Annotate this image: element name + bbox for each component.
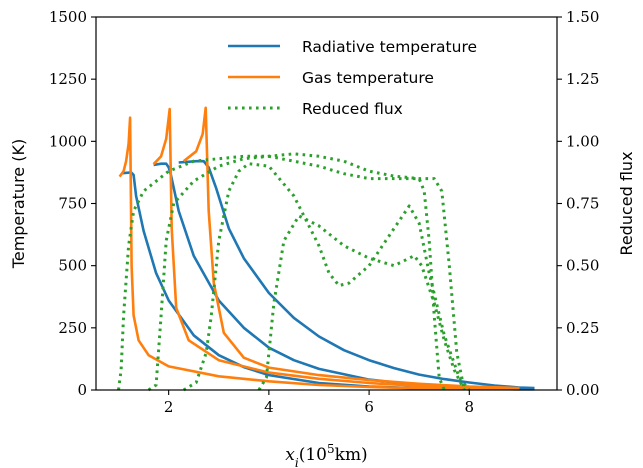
x-tick-label: 8 [465,398,475,416]
x-axis-label-var: x [285,445,295,465]
x-tick-label: 2 [164,398,174,416]
x-tick-label: 6 [364,398,374,416]
x-axis-label-rest: (10 [299,445,327,465]
y-tick-label: 500 [58,257,87,275]
x-axis-label-sup: 5 [327,442,335,456]
y2-tick-label: 0.50 [566,257,599,275]
y-tick-label: 1000 [49,132,87,150]
x-tick-label: 4 [264,398,274,416]
series-1-line-1 [152,107,520,391]
x-axis-label-unit: km) [335,445,368,465]
y-axis-label: Temperature (K) [9,139,28,269]
x-axis-label: xi(105km) [285,442,367,468]
series-2-line-1 [147,152,466,392]
plot-lines [117,106,535,392]
x-axis-label-sub: i [295,456,299,468]
series-0-line-0 [121,171,535,391]
series-2-line-2 [182,162,471,392]
y2-axis-ticks: 0.00 0.25 0.50 0.75 1.00 1.25 1.50 [557,8,599,399]
y-tick-label: 750 [58,195,87,213]
series-2-line-0 [117,154,446,391]
x-axis-ticks: 2 4 6 8 [164,390,474,416]
y2-tick-label: 0.75 [566,195,599,213]
legend-label-0: Radiative temperature [302,38,477,56]
y2-tick-label: 0.25 [566,319,599,337]
legend-label-1: Gas temperature [302,69,434,87]
series-1-line-0 [118,116,520,391]
series-1-line-2 [182,106,520,390]
y-tick-label: 0 [77,381,87,399]
y-tick-label: 250 [58,319,87,337]
y-tick-label: 1500 [49,8,87,26]
legend-label-2: Reduced flux [302,100,403,118]
series-2-line-3 [257,214,466,391]
y2-tick-label: 1.00 [566,132,599,150]
y2-tick-label: 1.50 [566,8,599,26]
y-tick-label: 1250 [49,70,87,88]
legend: Radiative temperature Gas temperature Redu… [228,38,477,118]
y2-axis-label: Reduced flux [617,151,636,255]
y2-tick-label: 0.00 [566,381,599,399]
y-axis-ticks: 0 250 500 750 1000 1250 1500 [49,8,96,399]
series-0-line-2 [178,159,535,390]
y2-tick-label: 1.25 [566,70,599,88]
